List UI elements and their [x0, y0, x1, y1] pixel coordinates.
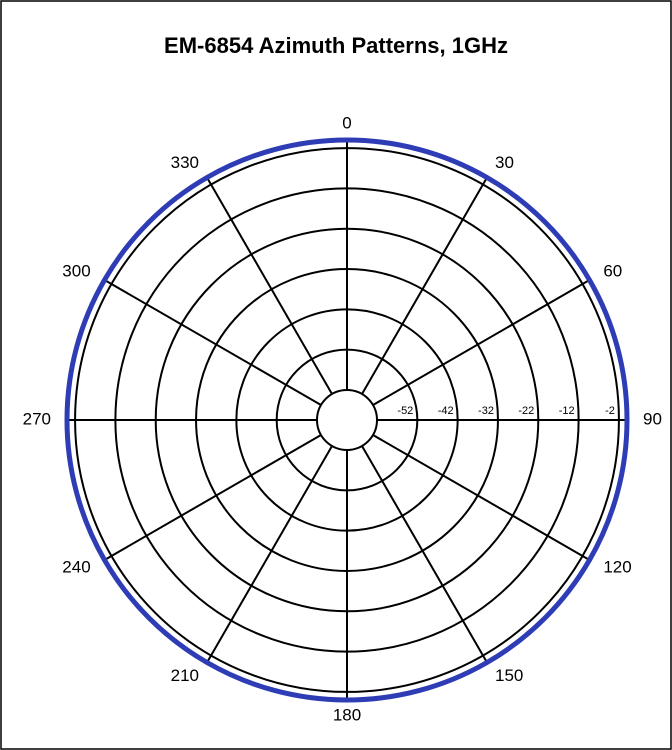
chart-title: EM-6854 Azimuth Patterns, 1GHz: [164, 33, 508, 58]
ring-label: -42: [438, 405, 454, 417]
ring-label: -52: [397, 405, 413, 417]
ring: [114, 187, 580, 653]
angle-label: 240: [62, 557, 90, 576]
spoke: [372, 279, 590, 406]
ring-label: -22: [518, 405, 534, 417]
spoke: [104, 279, 322, 406]
angle-label: 120: [603, 557, 631, 576]
ring: [275, 348, 419, 492]
spoke: [372, 434, 590, 561]
ring-label: -2: [605, 405, 615, 417]
angle-label: 60: [603, 261, 622, 280]
angle-label: 180: [333, 705, 361, 724]
ring-label: -32: [478, 405, 494, 417]
ring: [154, 227, 540, 613]
angle-label: 270: [23, 409, 51, 428]
ring: [195, 268, 499, 572]
angle-label: 150: [495, 666, 523, 685]
angle-label: 330: [171, 153, 199, 172]
spoke: [361, 445, 488, 663]
pattern-line: [64, 137, 630, 703]
angle-label: 0: [342, 113, 351, 132]
angle-label: 30: [495, 153, 514, 172]
ring: [74, 147, 620, 693]
spoke: [206, 445, 333, 663]
spoke: [206, 177, 333, 395]
spoke: [361, 177, 488, 395]
ring: [235, 308, 459, 532]
angle-label: 300: [62, 261, 90, 280]
ring-label: -12: [559, 405, 575, 417]
angle-label: 210: [171, 666, 199, 685]
angle-label: 90: [643, 409, 662, 428]
spoke: [104, 434, 322, 561]
